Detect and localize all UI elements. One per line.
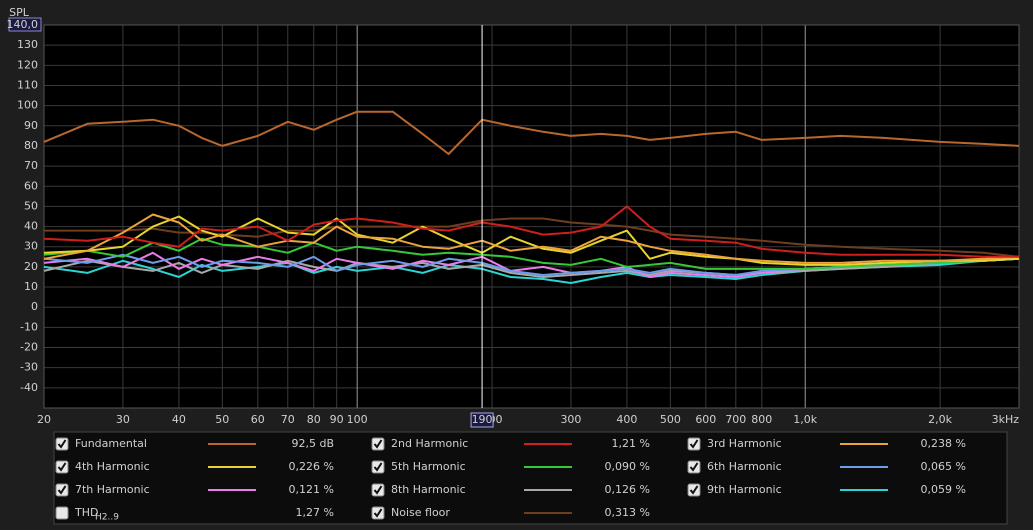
y-axis-label: SPL [9,6,30,19]
series-line [43,110,1020,155]
checkmark [373,485,383,495]
y-tick-label: 130 [17,38,38,51]
series-line [43,205,1019,258]
checkmark [57,485,67,495]
legend-value: 0,090 % [605,460,650,473]
legend-name[interactable]: 3rd Harmonic [707,437,782,450]
y-tick-label: -10 [20,320,38,333]
x-tick-label: 20 [37,413,51,426]
x-tick-label: 500 [660,413,681,426]
x-tick-label: 600 [695,413,716,426]
legend-value: 0,238 % [921,437,966,450]
y-tick-label: 10 [24,280,38,293]
legend-name[interactable]: 9th Harmonic [707,483,782,496]
checkmark [373,508,383,518]
legend-name[interactable]: 2nd Harmonic [391,437,468,450]
y-tick-label: 60 [24,179,38,192]
legend-name[interactable]: 7th Harmonic [75,483,150,496]
legend-value: 92,5 dB [291,437,334,450]
y-tick-label: 120 [17,58,38,71]
y-tick-label: 70 [24,159,38,172]
legend-name[interactable]: Noise floor [391,506,450,519]
checkmark [57,462,67,472]
series-line [43,257,1020,278]
cursor-box [470,412,494,428]
x-tick-label: 300 [560,413,581,426]
checkmark [689,485,699,495]
checkmark [689,439,699,449]
x-tick-label: 2,0k [928,413,952,426]
checkbox[interactable] [55,506,69,520]
y-tick-label: 100 [17,99,38,112]
legend-name[interactable]: 8th Harmonic [391,483,466,496]
x-tick-label: 3kHz [992,413,1020,426]
x-tick-label: 700 [725,413,746,426]
cursor-label: 190 [472,413,493,426]
checkmark [373,439,383,449]
legend-value: 0,065 % [921,460,966,473]
x-tick-label: 1,0k [793,413,817,426]
x-tick-label: 50 [215,413,229,426]
legend-subscript: H2..9 [95,513,119,523]
legend-name[interactable]: 4th Harmonic [75,460,150,473]
y-tick-label: 40 [24,220,38,233]
series-line [43,213,1020,264]
x-tick-label: 40 [172,413,186,426]
legend-name: THD [74,506,98,519]
y-tick-label: 140,0 [7,18,39,31]
x-tick-label: 400 [616,413,637,426]
legend-value: 1,21 % [612,437,650,450]
y-tick-label: 30 [24,240,38,253]
checkmark [57,439,67,449]
legend-value: 0,059 % [921,483,966,496]
x-tick-label: 80 [307,413,321,426]
y-tick-label: 80 [24,139,38,152]
y-tick-label: 0 [31,300,38,313]
plot-area [44,25,1019,408]
y-tick-label: 90 [24,119,38,132]
legend-name[interactable]: 5th Harmonic [391,460,466,473]
y-tick-label: 110 [17,78,38,91]
x-tick-label: 90 [330,413,344,426]
legend-value: 0,313 % [605,506,650,519]
series-line [44,217,1020,258]
x-tick-label: 100 [347,413,368,426]
y-tick-label: 50 [24,199,38,212]
legend-panel [53,431,1008,525]
legend-value: 1,27 % [296,506,334,519]
legend-value: 0,121 % [289,483,334,496]
legend-name[interactable]: Fundamental [75,437,147,450]
plot-border [43,24,1020,409]
legend-name[interactable]: 6th Harmonic [707,460,782,473]
y-tick-box [8,17,42,32]
y-tick-label: -20 [20,341,38,354]
legend-value: 0,226 % [289,460,334,473]
x-tick-label: 70 [281,413,295,426]
x-tick-label: 800 [751,413,772,426]
x-tick-label: 60 [251,413,265,426]
legend-value: 0,126 % [605,483,650,496]
y-tick-label: -40 [20,381,38,394]
checkmark [689,462,699,472]
y-tick-label: 20 [24,260,38,273]
y-tick-label: -30 [20,361,38,374]
checkmark [373,462,383,472]
x-tick-label: 30 [116,413,130,426]
